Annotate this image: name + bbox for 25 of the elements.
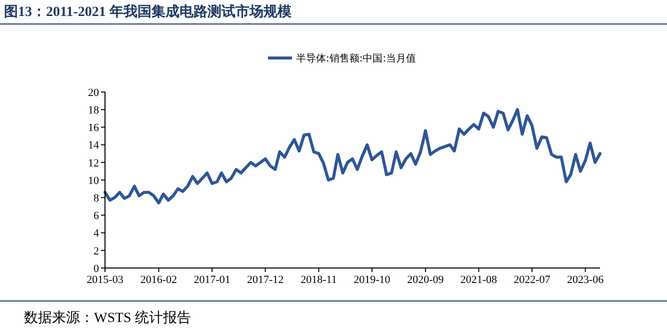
chart-title: 图13：2011-2021 年我国集成电路测试市场规模 <box>4 3 292 20</box>
x-tick-label: 2015-03 <box>86 274 124 286</box>
y-tick-label: 16 <box>88 122 100 134</box>
y-tick-label: 8 <box>94 192 100 204</box>
x-tick-label: 2023-06 <box>567 274 604 286</box>
legend-label: 半导体:销售额:中国:当月值 <box>296 52 416 64</box>
y-tick-label: 12 <box>88 157 99 170</box>
y-tick-label: 4 <box>94 228 100 240</box>
y-tick-label: 10 <box>88 174 100 187</box>
x-tick-label: 2017-12 <box>246 274 284 286</box>
line-series <box>104 108 602 204</box>
y-tick-label: 14 <box>88 140 100 152</box>
x-tick-label: 2019-10 <box>354 274 391 286</box>
y-tick-label: 0 <box>94 262 100 275</box>
x-tick-label: 2020-09 <box>407 274 444 286</box>
y-tick-label: 6 <box>94 210 100 222</box>
x-tick-label: 2018-11 <box>300 274 337 286</box>
x-tick-label: 2021-08 <box>460 274 498 286</box>
x-tick-label: 2017-01 <box>194 274 230 286</box>
x-tick-label: 2022-07 <box>514 274 551 286</box>
x-tick-label: 2016-02 <box>140 274 178 286</box>
source-note: 数据来源：WSTS 统计报告 <box>24 310 191 326</box>
y-tick-label: 18 <box>88 104 100 116</box>
y-tick-label: 20 <box>88 86 100 99</box>
y-tick-label: 2 <box>94 245 99 258</box>
